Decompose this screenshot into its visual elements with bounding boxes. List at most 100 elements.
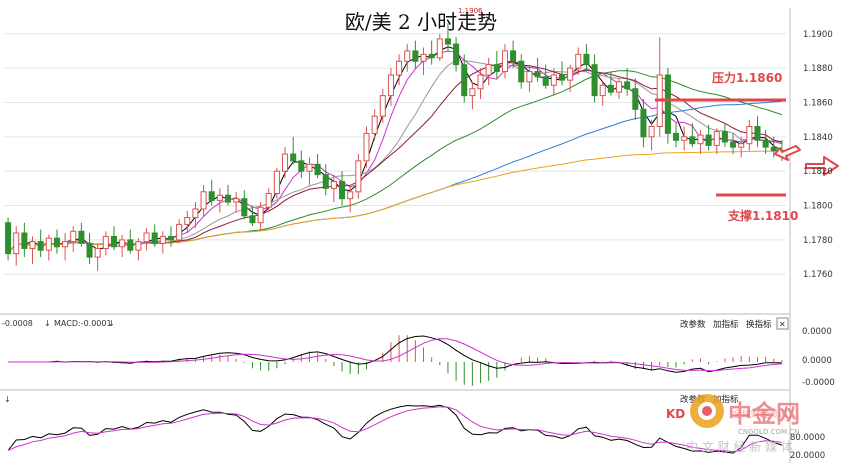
y-tick-label: 1.1840 [803,133,833,143]
candle [208,179,215,206]
candle [167,226,175,247]
candle-body [387,74,394,97]
candle [135,238,142,261]
candle [249,205,256,227]
candle [265,188,272,213]
candle-body [110,235,117,248]
candle [94,243,101,271]
candle [241,190,248,220]
candle-body [273,170,280,195]
candle [648,119,655,151]
candle-body [681,136,688,141]
candle [387,68,394,106]
add-indicator-button[interactable]: 加指标 [713,319,739,330]
candle [510,40,517,69]
candle [339,171,346,206]
candle [762,129,769,154]
watermark-brand: 中金网 [728,400,800,428]
candle-body [135,241,142,251]
down-arrow-small-icon: ↓ [108,319,115,328]
candle [37,229,44,258]
candle-body [461,64,468,97]
candle [697,129,704,154]
down-arrow-small-icon: ↓ [44,319,51,328]
candle-body [184,217,191,225]
candle-body [53,237,60,248]
change-params-button[interactable]: 改参数 [680,394,706,405]
candle [705,124,712,151]
candle [127,229,134,254]
candle-body [770,146,777,152]
candle-body [583,53,590,66]
candle-body [713,131,720,146]
watermark-sub: 全球财经资讯 [733,408,787,420]
change-params-button[interactable]: 改参数 [680,319,706,330]
candle [45,234,52,261]
candle-body [738,143,745,148]
candle [412,40,419,69]
candle [599,81,606,106]
candle [151,224,158,247]
candle-body [591,64,598,97]
candle [371,109,378,141]
candle [21,222,28,258]
candle-body [469,88,476,97]
kdj-panel: ↓ 改参数 加指标 KD 80.0000 20.0000 [0,389,825,461]
moving-average-line [7,150,782,254]
candle [453,37,460,72]
candle [575,47,582,75]
switch-indicator-button[interactable]: 换指标 [746,319,772,330]
candle-body [249,215,256,224]
candle [363,126,370,168]
candle [534,57,541,82]
macd-line [8,335,782,373]
candle-body [567,67,574,81]
candle [233,191,240,213]
add-indicator-button[interactable]: 加指标 [713,394,739,405]
candle-body [648,126,655,138]
candle-body [615,81,623,93]
candle-body [363,132,370,162]
candle [746,119,753,151]
watermark-url: CNGOLD.COM.CN [738,428,799,436]
candle-body [664,74,671,134]
close-button[interactable] [776,317,789,330]
candle [298,150,305,179]
candle [5,217,12,261]
candle-body [167,235,175,241]
candle-body [355,160,362,193]
candle [282,147,289,179]
candle [550,68,557,96]
candle-body [265,193,272,208]
candle [542,64,549,89]
right-arrow-icon [805,156,839,176]
candle [436,33,443,62]
candle [404,44,411,72]
candle [615,78,623,100]
candle [469,81,476,110]
candle-body [330,180,337,189]
candle [526,64,533,93]
candle-body [444,38,451,45]
y-tick-label: 1.1880 [803,64,833,74]
candle [273,167,280,199]
candle-body [241,198,248,217]
candle [730,133,737,154]
cngold-logo-core-icon [702,406,712,416]
candle-body [86,242,93,258]
candle-body [501,50,508,73]
candle [396,54,403,86]
candle-body [379,95,386,117]
candle [53,229,60,254]
candle [216,188,223,213]
candle-body [29,241,36,249]
kdj-header: KD [666,407,685,421]
candle-body [575,53,582,69]
candle-body [624,81,631,90]
candle [70,226,77,252]
macd-header: MACD:-0.0001 [54,319,112,328]
candle-body [420,53,427,62]
candle-body [510,50,517,62]
candle-body [754,126,761,141]
candle-body [176,223,183,241]
